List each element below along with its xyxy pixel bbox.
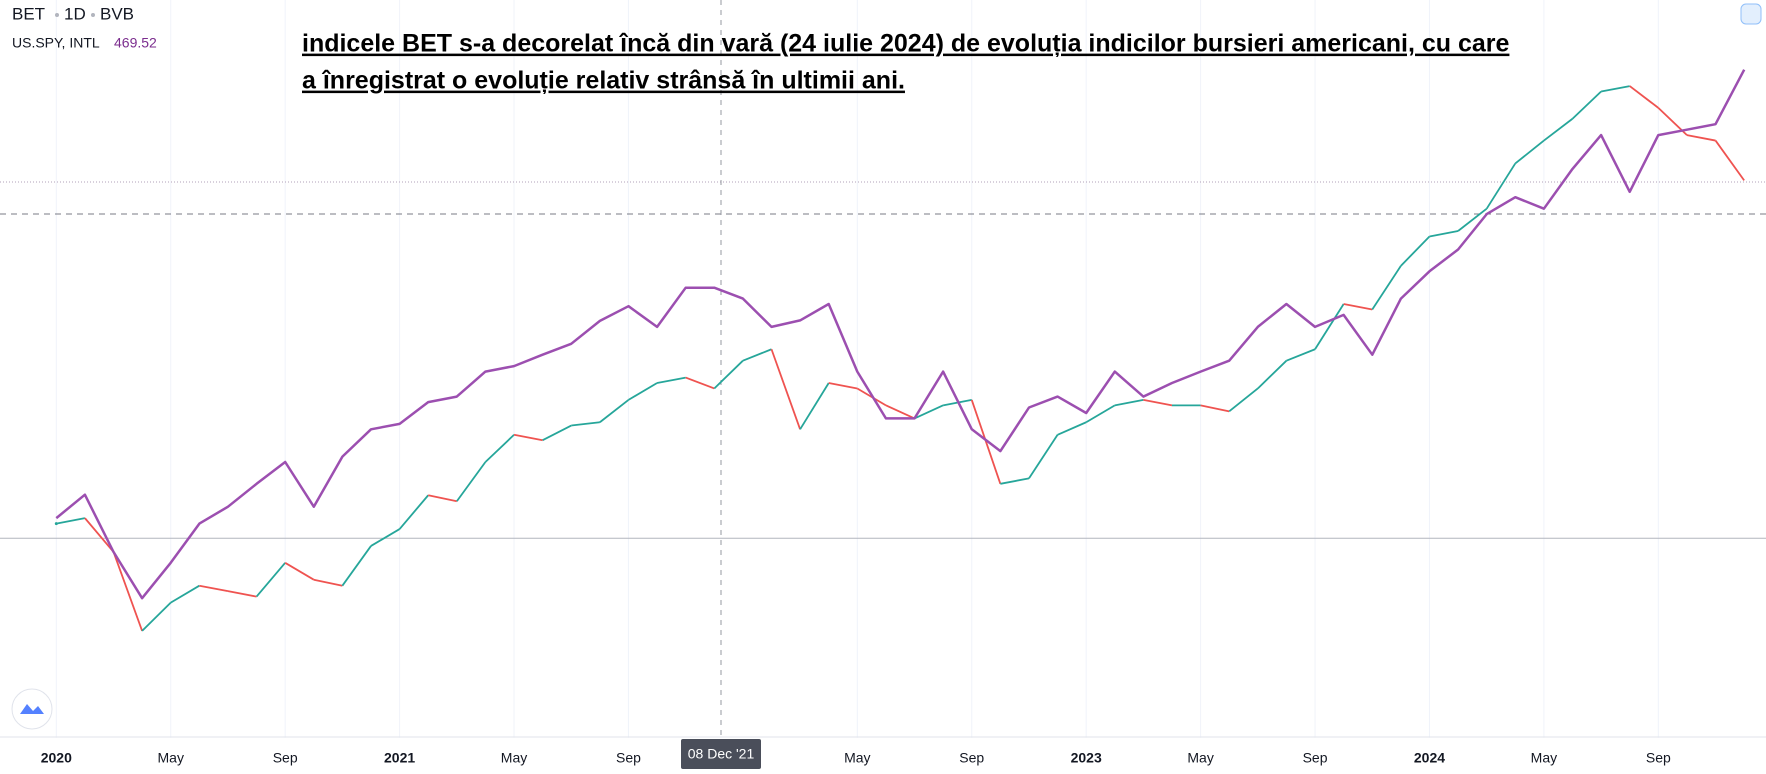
separator (91, 13, 95, 17)
bet-segment (284, 562, 315, 581)
bet-segment (1286, 348, 1316, 362)
x-tick-label: May (1187, 750, 1213, 766)
bet-segment (1314, 303, 1345, 350)
interval: 1D (64, 4, 86, 23)
bet-segment (742, 348, 772, 362)
x-tick-label: Sep (959, 750, 984, 766)
x-tick-label: 2024 (1414, 750, 1445, 766)
bet-segment (341, 545, 372, 587)
bet-segment (141, 601, 172, 632)
bet-segment (914, 404, 944, 420)
x-tick-label: Sep (1303, 750, 1328, 766)
bet-segment (1143, 399, 1173, 407)
bet-segment (1228, 387, 1259, 413)
bet-segment (1571, 90, 1602, 120)
logo-icon (20, 704, 44, 714)
x-tick-label: May (844, 750, 870, 766)
x-tick-label: Sep (273, 750, 298, 766)
bet-segment (1028, 434, 1059, 479)
bet-segment (599, 399, 630, 423)
bet-segment (828, 382, 858, 390)
bet-segment (1457, 207, 1488, 232)
bet-segment (313, 578, 343, 587)
bet-segment (885, 404, 915, 420)
bet-segment (1000, 477, 1030, 485)
bet-segment (1485, 162, 1517, 210)
grid (0, 0, 1766, 738)
x-tick-label: 2023 (1071, 750, 1102, 766)
toolbar-icon[interactable] (1740, 3, 1762, 25)
logo[interactable] (11, 688, 53, 730)
bet-segment (484, 434, 515, 463)
bet-segment (398, 494, 429, 530)
bet-segment (628, 382, 658, 401)
bet-segment (1629, 85, 1659, 109)
bet-segment (227, 590, 257, 598)
bet-segment (1371, 265, 1402, 310)
x-tick-label: May (501, 750, 527, 766)
plot (54, 69, 1746, 632)
bet-segment (199, 584, 229, 593)
bet-segment (571, 421, 600, 427)
time-axis: 2020 May Sep 2021 May Sep May Sep 2023 May Sep 2024… (41, 739, 1671, 769)
bet-segment (656, 376, 686, 384)
x-tick-label: Sep (1646, 750, 1671, 766)
x-tick-label: May (158, 750, 184, 766)
bet-segment (1514, 139, 1545, 165)
symbol: BET (12, 4, 45, 23)
x-tick-label: 2020 (41, 750, 72, 766)
crosshair-label: 08 Dec '21 (688, 746, 755, 762)
bet-segment (84, 517, 115, 553)
bet-segment (1257, 360, 1288, 390)
x-tick-label: Sep (616, 750, 641, 766)
bet-segment (713, 360, 744, 390)
annotation-line: a înregistrat o evoluție relativ strânsă… (302, 67, 905, 95)
compare-symbol: US.SPY, INTL (12, 35, 100, 51)
bet-segment (513, 433, 543, 442)
crosshair-label-box (681, 739, 761, 769)
bet-segment (255, 562, 286, 598)
bet-segment (370, 528, 401, 547)
bet-segment (542, 424, 572, 442)
spy-line (55, 69, 1746, 600)
bet-segment (1343, 303, 1373, 311)
bet-segment (1400, 235, 1431, 267)
bet-segment (1085, 404, 1116, 424)
bet-segment (1686, 134, 1716, 142)
bet-segment (428, 494, 458, 503)
bet-segment (1543, 118, 1574, 142)
bet-segment (456, 461, 487, 502)
bet-segment (970, 399, 1002, 485)
bet-segment (1057, 421, 1087, 436)
bet-segment (685, 376, 715, 390)
x-tick-label: 2021 (384, 750, 415, 766)
bet-segment (170, 584, 200, 604)
bet-segment (770, 348, 801, 430)
annotation-line: indicele BET s-a decorelat încă din vară… (302, 30, 1510, 58)
bet-segment (799, 382, 830, 430)
bet-segment (1600, 85, 1630, 93)
compare-value: 469.52 (114, 35, 157, 51)
bet-segment (1714, 140, 1745, 181)
bet-segment (112, 551, 143, 632)
bet-segment (56, 517, 86, 525)
x-tick-label: May (1531, 750, 1557, 766)
exchange: BVB (100, 4, 134, 23)
separator (55, 13, 59, 17)
bet-segment (1429, 230, 1459, 238)
bet-segment (1200, 404, 1230, 413)
bet-segment (1114, 399, 1144, 407)
